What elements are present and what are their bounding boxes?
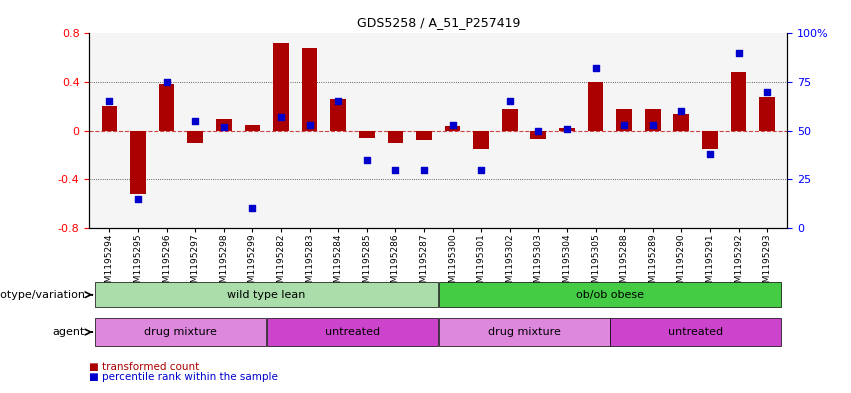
Bar xyxy=(588,82,603,130)
Point xyxy=(217,124,231,130)
Point xyxy=(131,196,145,202)
Bar xyxy=(645,109,660,130)
Bar xyxy=(731,72,746,130)
Point xyxy=(389,167,403,173)
Bar xyxy=(387,130,403,143)
Point xyxy=(274,114,288,120)
Text: wild type lean: wild type lean xyxy=(227,290,306,300)
Point xyxy=(417,167,431,173)
Point xyxy=(703,151,717,157)
Bar xyxy=(330,99,346,130)
Bar xyxy=(445,126,460,130)
Text: genotype/variation: genotype/variation xyxy=(0,290,85,300)
Text: untreated: untreated xyxy=(325,327,380,337)
Bar xyxy=(702,130,718,149)
Point xyxy=(103,98,117,105)
Bar xyxy=(302,48,317,130)
Text: agent: agent xyxy=(53,327,85,337)
Bar xyxy=(673,114,689,130)
Bar xyxy=(267,318,438,346)
Text: ob/ob obese: ob/ob obese xyxy=(576,290,644,300)
Bar xyxy=(759,97,775,130)
Text: ■ transformed count: ■ transformed count xyxy=(89,362,200,373)
Point xyxy=(589,65,603,72)
Bar xyxy=(359,130,374,138)
Bar xyxy=(244,125,260,130)
Bar xyxy=(101,107,117,130)
Point xyxy=(188,118,202,124)
Text: ■ percentile rank within the sample: ■ percentile rank within the sample xyxy=(89,372,278,382)
Bar xyxy=(416,130,431,140)
Point xyxy=(617,122,631,128)
Bar xyxy=(530,130,546,139)
Text: drug mixture: drug mixture xyxy=(145,327,217,337)
Bar xyxy=(438,282,781,307)
Bar xyxy=(95,318,266,346)
Bar xyxy=(158,84,174,130)
Bar xyxy=(187,130,203,143)
Point xyxy=(303,122,317,128)
Bar xyxy=(616,109,632,130)
Point xyxy=(160,79,174,85)
Bar xyxy=(130,130,146,194)
Bar xyxy=(216,119,231,130)
Text: GDS5258 / A_51_P257419: GDS5258 / A_51_P257419 xyxy=(357,17,520,29)
Point xyxy=(331,98,345,105)
Point xyxy=(760,88,774,95)
Text: untreated: untreated xyxy=(668,327,723,337)
Point xyxy=(560,126,574,132)
Point xyxy=(360,157,374,163)
Point xyxy=(246,205,260,211)
Bar xyxy=(438,318,609,346)
Point xyxy=(732,50,745,56)
Point xyxy=(446,122,460,128)
Point xyxy=(474,167,488,173)
Bar xyxy=(473,130,489,149)
Point xyxy=(503,98,517,105)
Point xyxy=(532,127,545,134)
Bar xyxy=(559,128,574,130)
Text: drug mixture: drug mixture xyxy=(488,327,561,337)
Bar xyxy=(502,109,517,130)
Point xyxy=(675,108,688,114)
Bar xyxy=(95,282,438,307)
Bar xyxy=(610,318,781,346)
Point xyxy=(646,122,660,128)
Bar xyxy=(273,43,288,130)
